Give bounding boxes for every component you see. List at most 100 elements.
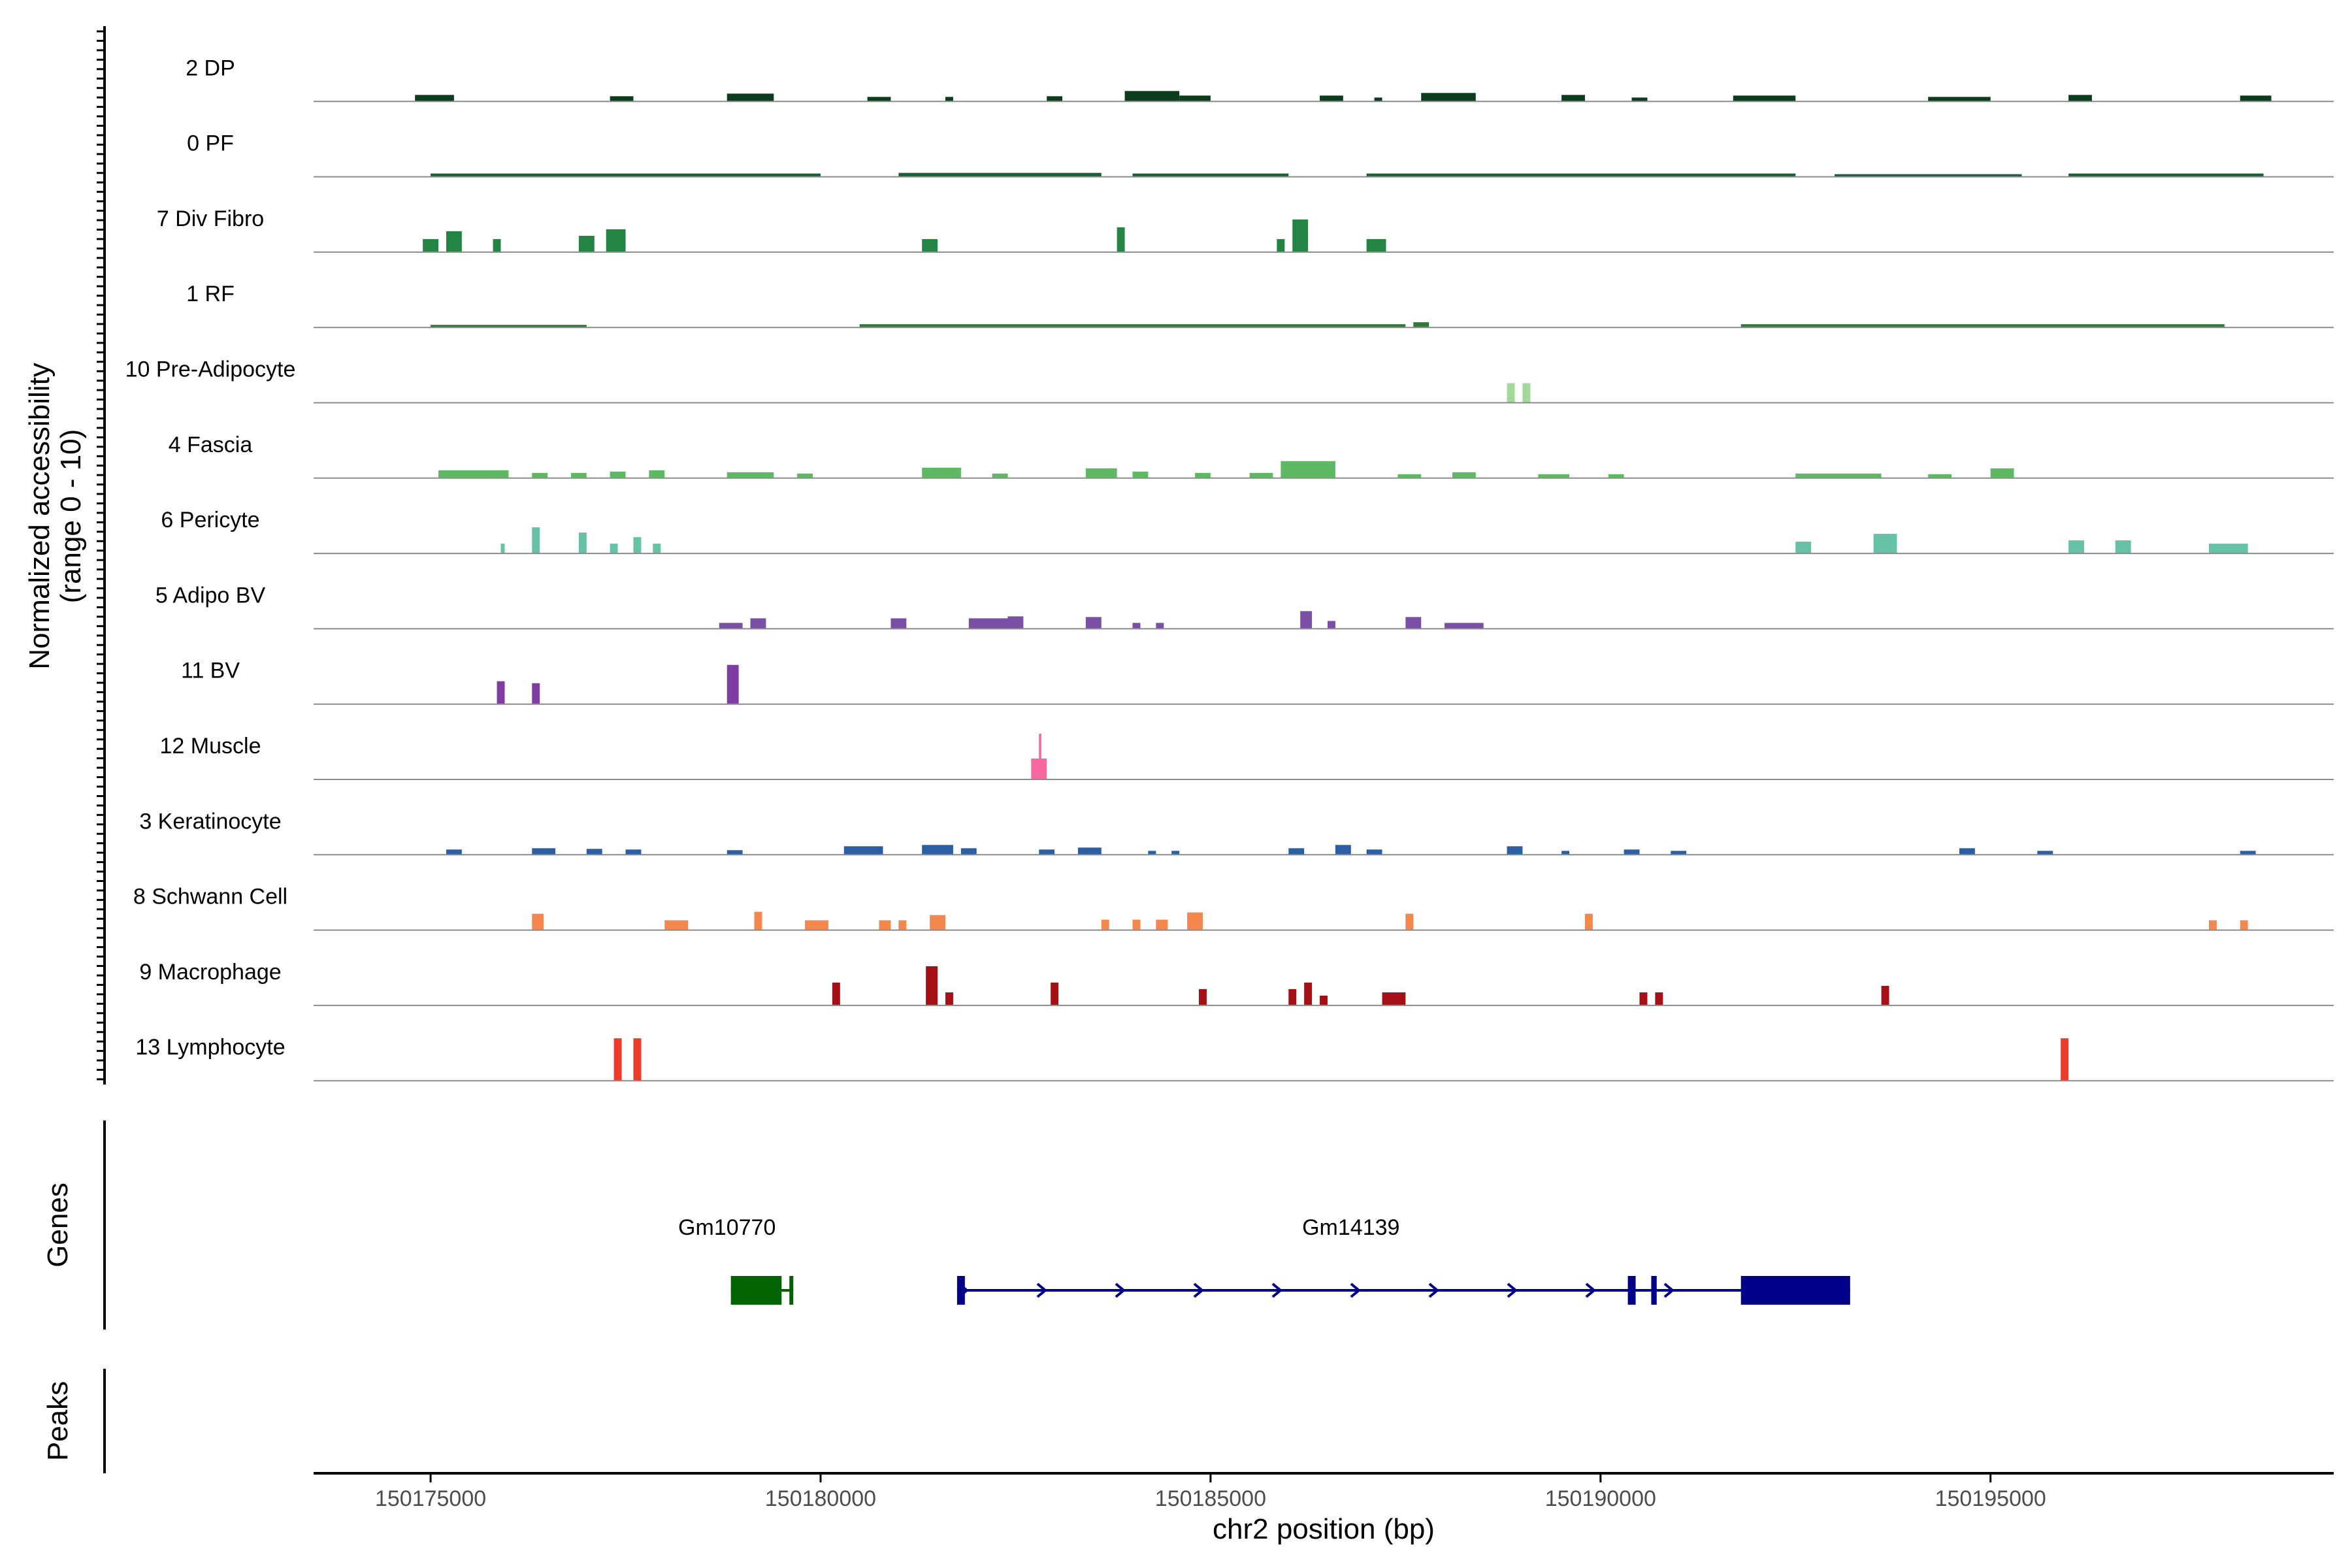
- coverage-peak: [1928, 474, 1952, 478]
- coverage-peak: [2068, 95, 2092, 102]
- x-tick-label: 150190000: [1545, 1486, 1656, 1511]
- coverage-peak: [1085, 617, 1102, 629]
- exon: [789, 1276, 794, 1305]
- strand-arrow: [1585, 1282, 1597, 1298]
- coverage-peak: [1561, 95, 1585, 102]
- x-axis-ticks: 150175000 150180000 150185000 150190000 1501…: [375, 1473, 2046, 1511]
- coverage-peak: [570, 472, 587, 478]
- coverage-peak: [1047, 96, 1063, 102]
- coverage-peak: [1639, 992, 1648, 1005]
- strand-arrow: [1115, 1282, 1126, 1298]
- tracks-layer: 2 DP 0 PF 7 Div Fibro 1 RF 10 Pre-Adipocyte 4…: [125, 56, 2334, 1082]
- x-tick-label: 150175000: [375, 1486, 486, 1511]
- coverage-peak: [1382, 992, 1406, 1005]
- coverage-peak: [1366, 849, 1382, 855]
- x-tick-label: 150195000: [1935, 1486, 2046, 1511]
- coverage-peak: [1117, 227, 1125, 252]
- coverage-peak: [1538, 474, 1570, 478]
- coverage-peak: [992, 473, 1008, 478]
- coverage-peak: [431, 325, 587, 328]
- coverage-peak: [1522, 383, 1531, 403]
- x-tick-label: 150180000: [765, 1486, 876, 1511]
- coverage-peak: [1132, 919, 1141, 930]
- coverage-peak: [1421, 93, 1476, 102]
- coverage-peak: [1834, 174, 2022, 177]
- coverage-peak: [664, 920, 689, 930]
- coverage-peak: [1292, 219, 1309, 252]
- coverage-peak: [1405, 913, 1414, 930]
- coverage-peak: [1366, 173, 1796, 177]
- coverage-peak: [625, 849, 642, 855]
- coverage-peak: [1187, 912, 1203, 930]
- track-8-schwann-cell: 8 Schwann Cell: [133, 885, 2334, 931]
- x-axis-title: chr2 position (bp): [1213, 1513, 1435, 1545]
- coverage-peak: [1249, 472, 1273, 478]
- coverage-peak: [1335, 845, 1351, 855]
- coverage-peak: [532, 683, 540, 704]
- coverage-peak: [922, 467, 961, 478]
- coverage-peak: [1171, 851, 1180, 855]
- coverage-peak: [1928, 97, 1991, 102]
- track-label: 9 Macrophage: [139, 960, 281, 985]
- coverage-peak: [1281, 461, 1335, 478]
- y-axis-title-line2: (range 0 - 10): [55, 429, 87, 604]
- track-label: 3 Keratinocyte: [139, 809, 281, 834]
- track-6-pericyte: 6 Pericyte: [161, 508, 2334, 555]
- coverage-peak: [438, 470, 509, 478]
- coverage-peak: [922, 845, 953, 855]
- coverage-peak: [532, 527, 540, 554]
- coverage-peak: [1413, 322, 1429, 328]
- coverage-peak: [1624, 849, 1640, 855]
- coverage-peak: [930, 915, 945, 930]
- coverage-peak: [727, 850, 743, 855]
- coverage-peak: [2037, 851, 2053, 855]
- track-label: 12 Muscle: [160, 734, 261, 759]
- coverage-peak: [1990, 468, 2014, 478]
- track-13-lymphocyte: 13 Lymphocyte: [135, 1035, 2334, 1082]
- track-label: 13 Lymphocyte: [135, 1035, 285, 1060]
- coverage-peak: [832, 982, 840, 1005]
- coverage-peak: [532, 848, 556, 855]
- gene-gm14139: Gm14139: [956, 1215, 1850, 1305]
- coverage-peak: [968, 618, 1008, 629]
- coverage-peak: [1655, 992, 1663, 1005]
- coverage-peak: [754, 911, 762, 930]
- track-7-div-fibro: 7 Div Fibro: [157, 206, 2334, 253]
- coverage-peak: [1959, 848, 1975, 855]
- coverage-peak: [727, 472, 774, 478]
- track-label: 11 BV: [181, 659, 240, 683]
- track-11-bv: 11 BV: [181, 659, 2334, 705]
- coverage-peak: [1366, 238, 1386, 252]
- strand-arrow: [1193, 1282, 1205, 1298]
- coverage-peak: [1881, 985, 1889, 1005]
- coverage-peak: [922, 238, 938, 252]
- exon: [956, 1276, 965, 1305]
- coverage-peak: [578, 235, 595, 252]
- coverage-peak: [649, 470, 665, 478]
- track-label: 1 RF: [186, 282, 235, 306]
- coverage-peak: [1507, 846, 1523, 855]
- gene-gm10770: Gm10770: [678, 1215, 794, 1305]
- coverage-peak: [1179, 95, 1211, 102]
- track-0-pf: 0 PF: [187, 131, 2334, 178]
- track-1-rf: 1 RF: [186, 282, 2334, 329]
- coverage-peak: [1671, 851, 1687, 855]
- coverage-peak: [1608, 474, 1624, 478]
- coverage-peak: [1051, 982, 1059, 1005]
- strand-arrow: [1036, 1282, 1048, 1298]
- coverage-peak: [2068, 173, 2264, 177]
- coverage-peak: [1631, 97, 1648, 102]
- track-label: 5 Adipo BV: [155, 583, 266, 608]
- strand-arrow: [1271, 1282, 1283, 1298]
- coverage-peak: [797, 473, 813, 478]
- coverage-peak: [805, 920, 828, 930]
- coverage-peak: [750, 618, 766, 629]
- coverage-peak: [446, 849, 462, 855]
- coverage-peak: [898, 172, 1102, 177]
- coverage-peak: [415, 95, 454, 102]
- track-2-dp: 2 DP: [186, 56, 2334, 103]
- coverage-peak: [1405, 617, 1422, 629]
- coverage-peak: [1300, 611, 1313, 629]
- coverage-peak: [1077, 847, 1102, 855]
